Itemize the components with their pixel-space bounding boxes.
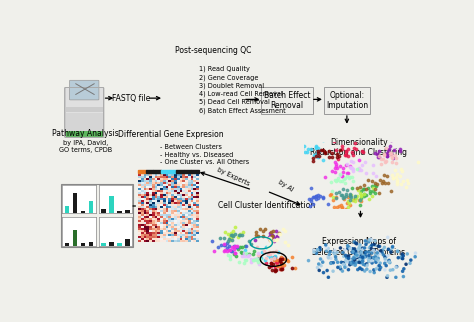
Text: Pathway Analysis: Pathway Analysis [52,129,119,138]
Text: - Between Clusters
- Healthy vs. Diseased
- One Cluster vs. All Others: - Between Clusters - Healthy vs. Disease… [160,144,249,165]
Bar [66,107,102,112]
Text: FASTQ file: FASTQ file [112,94,150,103]
Bar [66,113,102,137]
Text: 1) Read Quality
2) Gene Coverage
3) Doublet Removal
4) Low-read Cell Removal
5) : 1) Read Quality 2) Gene Coverage 3) Doub… [199,66,286,114]
Text: by Experts: by Experts [217,166,251,186]
FancyBboxPatch shape [261,87,313,114]
Bar [66,131,102,137]
Text: by IPA, David,
GO terms, CPDB: by IPA, David, GO terms, CPDB [59,140,112,153]
Text: by AI: by AI [277,179,294,193]
Text: Expression Maps of
Selected Genes/Proteins: Expression Maps of Selected Genes/Protei… [312,237,405,256]
Bar [61,184,134,247]
Text: Dimensionality
Reduction and Clustering: Dimensionality Reduction and Clustering [310,138,407,157]
FancyBboxPatch shape [70,80,99,100]
Text: Cell Cluster Identification: Cell Cluster Identification [218,201,315,210]
FancyBboxPatch shape [65,88,104,137]
Text: Differential Gene Expresion: Differential Gene Expresion [118,130,224,139]
Text: Post-sequencing QC: Post-sequencing QC [175,46,252,55]
FancyBboxPatch shape [324,87,370,114]
Text: Optional:
Imputation: Optional: Imputation [326,91,368,110]
Text: Batch Effect
Removal: Batch Effect Removal [264,91,310,110]
